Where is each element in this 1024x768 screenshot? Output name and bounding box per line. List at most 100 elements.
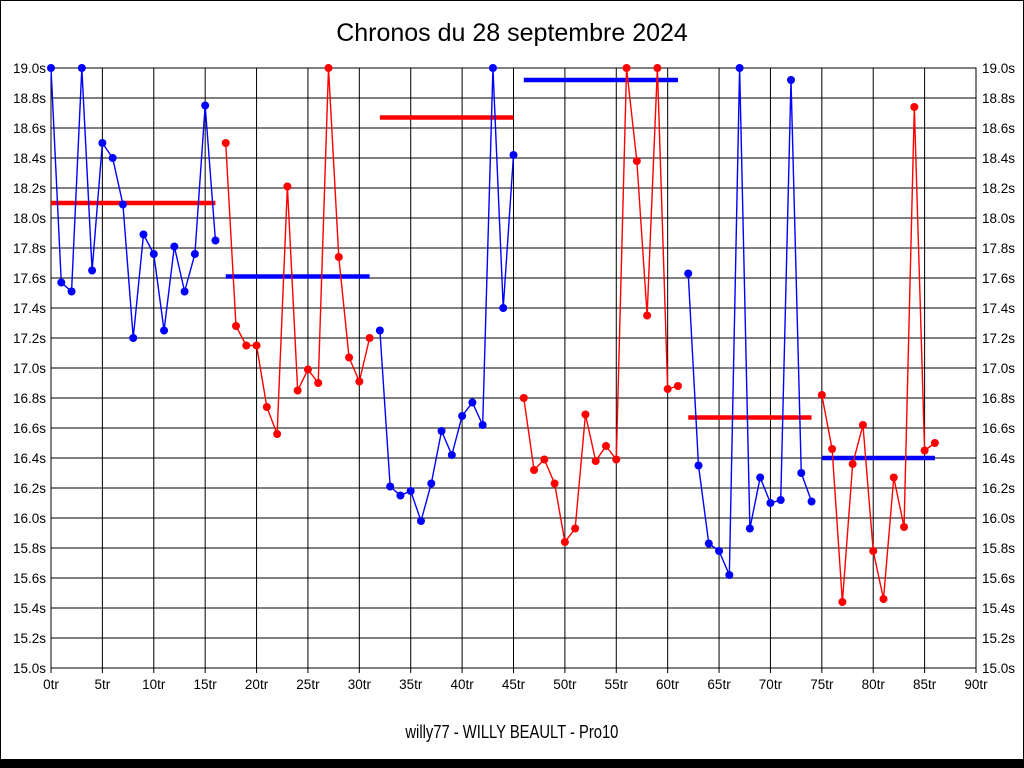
data-point-relais-2 [283, 182, 292, 191]
x-axis-tick-label: 5tr [95, 677, 111, 692]
data-point-relais-1 [98, 139, 107, 147]
data-point-relais-3 [478, 421, 487, 429]
y-axis-tick-label-right: 16.8s [982, 391, 1015, 406]
y-axis-tick-label-left: 15.8s [13, 541, 46, 556]
data-point-relais-1 [108, 154, 117, 162]
data-point-relais-1 [77, 64, 86, 72]
x-axis-tick-label: 65tr [707, 677, 731, 692]
data-point-relais-3 [509, 151, 518, 159]
data-point-relais-3 [437, 427, 446, 435]
y-axis-tick-label-right: 17.0s [982, 361, 1015, 376]
x-axis-tick-label: 30tr [348, 677, 372, 692]
data-point-relais-4 [602, 442, 610, 450]
x-axis-tick-label: 50tr [553, 677, 577, 692]
data-point-relais-1 [201, 101, 210, 110]
data-point-relais-5 [704, 539, 713, 548]
data-point-relais-3 [427, 479, 436, 488]
data-point-relais-6 [930, 439, 939, 447]
x-axis-tick-label: 20tr [245, 677, 269, 692]
y-axis-tick-label-left: 16.4s [13, 451, 46, 466]
y-axis-tick-label-right: 18.6s [982, 121, 1015, 136]
data-point-relais-6 [889, 473, 898, 482]
data-point-relais-6 [879, 595, 888, 603]
data-point-relais-2 [303, 365, 312, 374]
y-axis-tick-label-right: 17.6s [982, 271, 1015, 286]
y-axis-tick-label-left: 16.0s [13, 511, 46, 526]
plot-border [50, 67, 977, 669]
data-point-relais-2 [273, 430, 282, 438]
y-axis-tick-label-right: 15.0s [982, 661, 1015, 676]
data-point-relais-4 [560, 538, 569, 546]
data-point-relais-5 [725, 571, 734, 579]
y-axis-tick-label-left: 17.2s [13, 331, 46, 346]
data-point-relais-6 [910, 103, 919, 111]
y-axis-tick-label-left: 15.2s [13, 631, 46, 646]
data-point-relais-2 [221, 139, 230, 147]
data-point-relais-2 [262, 403, 271, 411]
x-axis-tick-label: 15tr [194, 677, 218, 692]
data-point-relais-4 [673, 382, 682, 390]
data-point-relais-1 [47, 64, 55, 72]
data-point-relais-6 [920, 446, 929, 455]
data-point-relais-2 [242, 341, 251, 350]
data-point-relais-3 [458, 412, 467, 420]
y-axis-tick-label-right: 15.6s [982, 571, 1015, 586]
x-axis-tick-label: 80tr [862, 677, 886, 692]
data-point-relais-6 [828, 445, 837, 453]
data-point-relais-1 [160, 326, 169, 335]
y-axis-tick-label-left: 19.0s [13, 61, 46, 76]
series-line-relais-2 [225, 67, 371, 435]
data-point-relais-1 [118, 200, 127, 209]
chart-subtitle-text: willy77 - WILLY BEAULT - Pro10 [405, 722, 619, 742]
x-axis-tick-label: 40tr [450, 677, 474, 692]
y-axis-tick-label-left: 17.4s [13, 301, 46, 316]
y-axis-tick-label-right: 18.2s [982, 181, 1015, 196]
x-axis-tick-label: 0tr [43, 677, 59, 692]
data-point-relais-6 [817, 391, 826, 399]
y-axis-tick-label-left: 17.0s [13, 361, 46, 376]
data-point-relais-2 [355, 377, 364, 386]
data-point-relais-1 [129, 334, 138, 342]
x-axis-tick-label: 85tr [913, 677, 937, 692]
y-axis-tick-label-left: 18.8s [13, 91, 46, 106]
data-point-relais-3 [447, 451, 456, 459]
data-point-relais-3 [468, 398, 477, 407]
data-point-relais-5 [756, 473, 765, 482]
data-point-relais-6 [869, 547, 878, 555]
data-point-relais-4 [632, 157, 641, 165]
series-line-relais-4 [523, 67, 679, 544]
data-point-relais-1 [170, 242, 179, 251]
chart-subtitle: willy77 - WILLY BEAULT - Pro10 [1, 722, 1023, 743]
data-point-relais-4 [581, 410, 590, 419]
y-axis-tick-label-right: 17.2s [982, 331, 1015, 346]
data-point-relais-1 [88, 266, 97, 275]
data-point-relais-5 [694, 461, 703, 470]
y-axis-tick-label-left: 15.6s [13, 571, 46, 586]
data-point-relais-4 [519, 394, 528, 402]
y-axis-tick-label-right: 17.4s [982, 301, 1015, 316]
data-point-relais-4 [612, 455, 621, 464]
y-axis-tick-label-right: 19.0s [982, 61, 1015, 76]
data-point-relais-1 [211, 236, 220, 245]
y-axis-tick-label-right: 17.8s [982, 241, 1015, 256]
data-point-relais-2 [232, 322, 240, 330]
y-axis-tick-label-left: 16.2s [13, 481, 46, 496]
y-axis-tick-label-left: 16.8s [13, 391, 46, 406]
y-axis-tick-label-left: 17.6s [13, 271, 46, 286]
data-point-relais-2 [365, 334, 374, 342]
data-point-relais-2 [345, 353, 354, 362]
data-point-relais-2 [314, 379, 323, 387]
data-point-relais-4 [622, 64, 631, 72]
y-axis-tick-label-right: 15.2s [982, 631, 1015, 646]
data-point-relais-4 [643, 311, 652, 320]
y-axis-tick-label-right: 16.2s [982, 481, 1015, 496]
y-axis-tick-label-left: 15.4s [13, 601, 46, 616]
data-point-relais-5 [776, 496, 785, 504]
y-axis-tick-label-left: 18.2s [13, 181, 46, 196]
data-point-relais-5 [715, 547, 724, 555]
data-point-relais-3 [396, 491, 405, 500]
data-point-relais-3 [499, 304, 508, 312]
y-axis-tick-label-left: 18.6s [13, 121, 46, 136]
data-point-relais-4 [550, 479, 559, 488]
data-point-relais-6 [848, 460, 857, 468]
